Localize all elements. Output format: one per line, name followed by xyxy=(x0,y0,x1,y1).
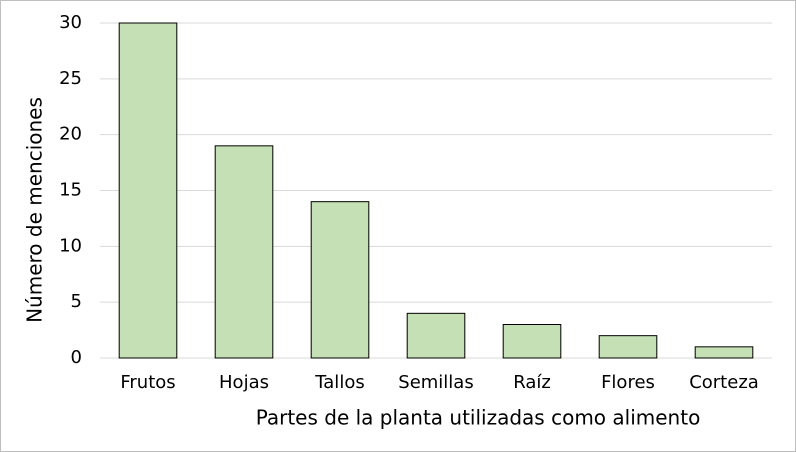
x-tick-label: Semillas xyxy=(398,372,473,393)
x-tick-label: Flores xyxy=(601,372,655,393)
bar xyxy=(118,22,178,359)
y-tick-label: 30 xyxy=(59,12,82,33)
y-tick-label: 15 xyxy=(59,180,82,201)
x-tick-label: Hojas xyxy=(219,372,269,393)
bar xyxy=(310,201,370,359)
y-tick-label: 0 xyxy=(71,347,82,368)
x-axis-label: Partes de la planta utilizadas como alim… xyxy=(256,406,701,430)
y-tick-label: 5 xyxy=(71,291,82,312)
x-tick-label: Corteza xyxy=(689,372,759,393)
y-tick-label: 20 xyxy=(59,124,82,145)
bar xyxy=(406,312,466,359)
x-tick-label: Tallos xyxy=(314,372,364,393)
y-axis-label: Número de menciones xyxy=(23,97,47,323)
x-tick-label: Raíz xyxy=(513,372,551,393)
bar xyxy=(214,145,274,359)
y-tick-label: 10 xyxy=(59,235,82,256)
y-tick-label: 25 xyxy=(59,68,82,89)
x-tick-label: Frutos xyxy=(120,372,175,393)
bar xyxy=(502,324,562,359)
bar xyxy=(598,335,658,359)
bar xyxy=(694,346,754,359)
